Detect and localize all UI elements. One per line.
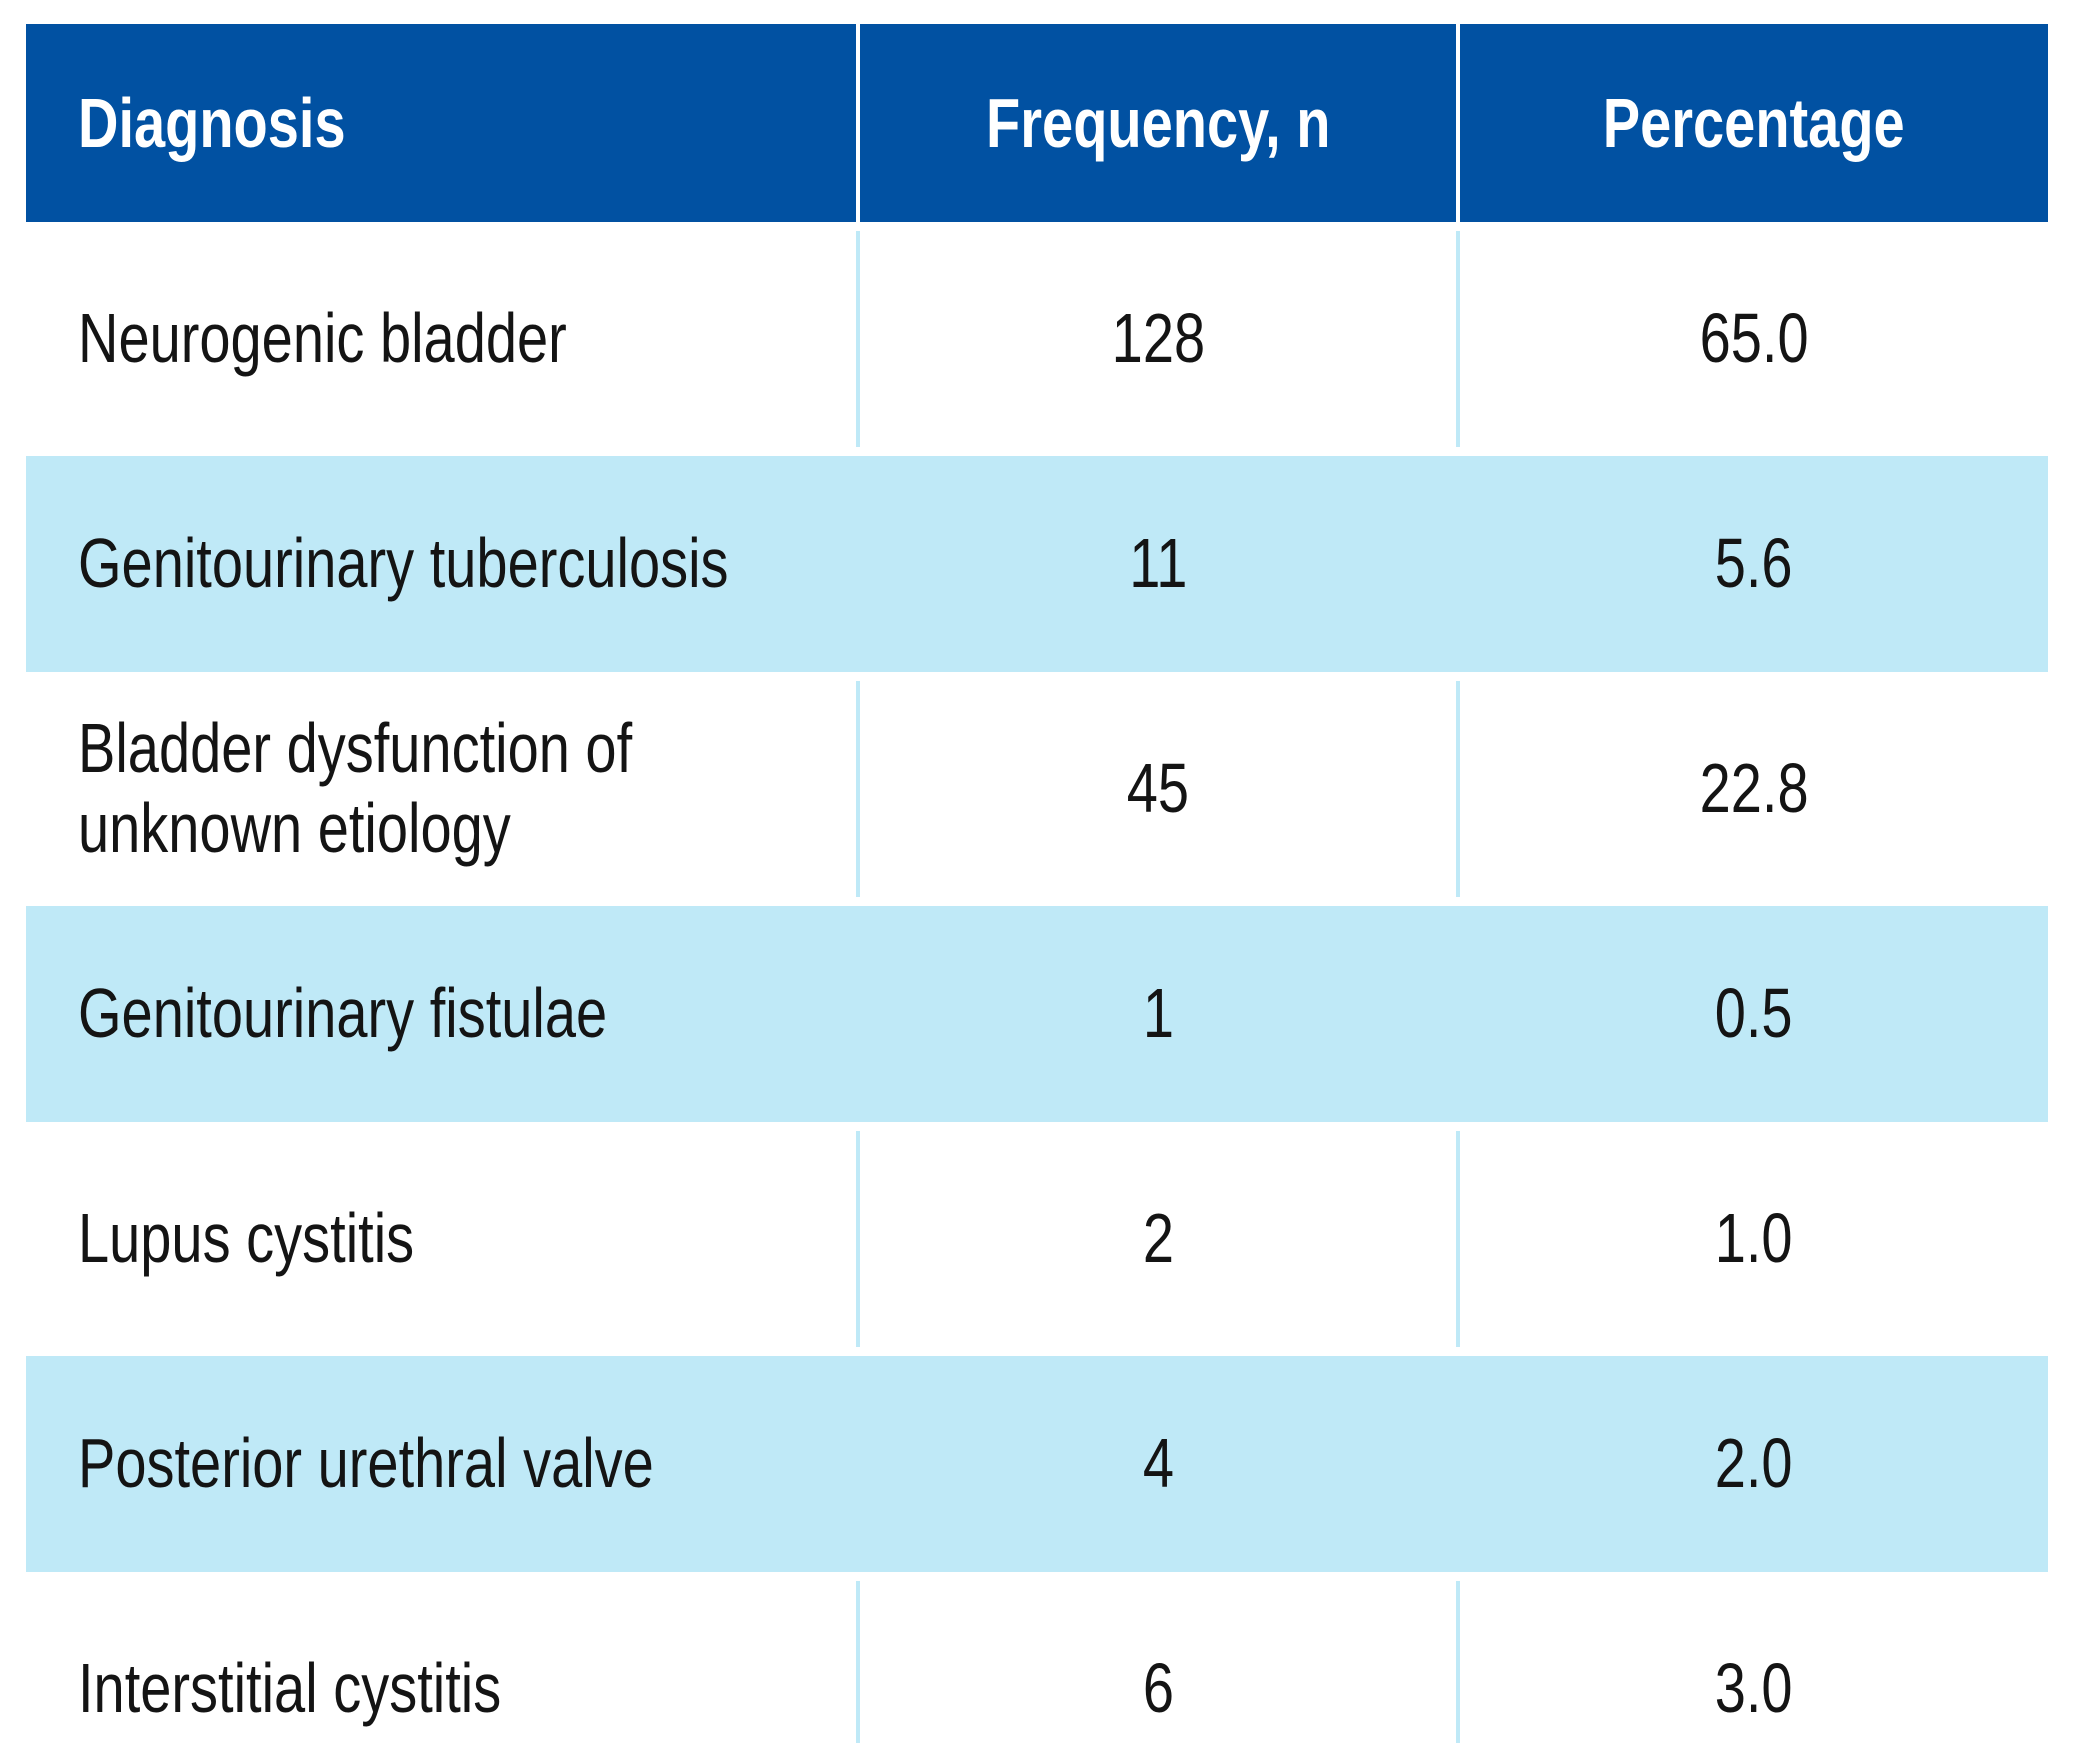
percentage-cell-text: 3.0	[1715, 1649, 1793, 1728]
column-header-percentage: Percentage	[1456, 24, 2048, 222]
diagnosis-cell: Posterior urethral valve	[26, 1356, 856, 1572]
diagnosis-cell: Neurogenic bladder	[26, 231, 856, 447]
diagnosis-cell-text: Bladder dysfunction of unknown etiology	[78, 709, 633, 867]
percentage-cell-text: 5.6	[1715, 524, 1793, 603]
frequency-cell-text: 4	[1142, 1424, 1174, 1503]
percentage-cell-text: 2.0	[1715, 1424, 1793, 1503]
table-body: Neurogenic bladder 128 65.0 Genitourinary t…	[26, 231, 2048, 1743]
percentage-cell-text: 1.0	[1715, 1199, 1793, 1278]
table-row: Bladder dysfunction of unknown etiology 4…	[26, 681, 2048, 897]
percentage-cell: 2.0	[1456, 1356, 2048, 1572]
percentage-cell: 22.8	[1456, 681, 2048, 897]
frequency-cell-text: 2	[1142, 1199, 1174, 1278]
percentage-cell: 65.0	[1456, 231, 2048, 447]
frequency-cell: 4	[856, 1356, 1456, 1572]
frequency-cell: 6	[856, 1581, 1456, 1743]
table-row: Lupus cystitis 2 1.0	[26, 1131, 2048, 1347]
diagnosis-cell: Lupus cystitis	[26, 1131, 856, 1347]
diagnosis-cell: Genitourinary tuberculosis	[26, 456, 856, 672]
diagnosis-cell: Genitourinary fistulae	[26, 906, 856, 1122]
frequency-cell: 128	[856, 231, 1456, 447]
column-header-percentage-label: Percentage	[1603, 84, 1905, 162]
table-row: Genitourinary tuberculosis 11 5.6	[26, 456, 2048, 672]
percentage-cell-text: 22.8	[1699, 749, 1809, 828]
percentage-cell: 0.5	[1456, 906, 2048, 1122]
header-row: Diagnosis Frequency, n Percentage	[26, 24, 2048, 222]
table-row: Posterior urethral valve 4 2.0	[26, 1356, 2048, 1572]
column-header-frequency: Frequency, n	[856, 24, 1456, 222]
table-row: Interstitial cystitis 6 3.0	[26, 1581, 2048, 1743]
diagnosis-cell: Interstitial cystitis	[26, 1581, 856, 1743]
diagnosis-frequency-table: Diagnosis Frequency, n Percentage Neurog…	[26, 15, 2048, 1743]
percentage-cell: 1.0	[1456, 1131, 2048, 1347]
frequency-cell: 1	[856, 906, 1456, 1122]
diagnosis-cell-text: Interstitial cystitis	[78, 1649, 502, 1728]
frequency-cell-text: 6	[1142, 1649, 1174, 1728]
frequency-cell-text: 11	[1128, 524, 1188, 603]
frequency-cell: 45	[856, 681, 1456, 897]
diagnosis-cell-text: Lupus cystitis	[78, 1199, 415, 1278]
table-row: Neurogenic bladder 128 65.0	[26, 231, 2048, 447]
column-header-diagnosis-label: Diagnosis	[78, 84, 346, 162]
diagnosis-cell-text: Genitourinary fistulae	[78, 974, 608, 1053]
table-wrapper: Diagnosis Frequency, n Percentage Neurog…	[26, 15, 2048, 1743]
table-header: Diagnosis Frequency, n Percentage	[26, 24, 2048, 222]
percentage-cell-text: 0.5	[1715, 974, 1793, 1053]
frequency-cell-text: 128	[1111, 299, 1205, 378]
diagnosis-cell: Bladder dysfunction of unknown etiology	[26, 681, 856, 897]
frequency-cell-text: 1	[1142, 974, 1174, 1053]
diagnosis-cell-text: Posterior urethral valve	[78, 1424, 654, 1503]
diagnosis-cell-text: Genitourinary tuberculosis	[78, 524, 729, 603]
frequency-cell: 2	[856, 1131, 1456, 1347]
frequency-cell: 11	[856, 456, 1456, 672]
percentage-cell: 3.0	[1456, 1581, 2048, 1743]
column-header-frequency-label: Frequency, n	[985, 84, 1331, 162]
table-row: Genitourinary fistulae 1 0.5	[26, 906, 2048, 1122]
diagnosis-cell-text: Neurogenic bladder	[78, 299, 567, 378]
percentage-cell: 5.6	[1456, 456, 2048, 672]
column-header-diagnosis: Diagnosis	[26, 24, 856, 222]
frequency-cell-text: 45	[1126, 749, 1190, 828]
percentage-cell-text: 65.0	[1699, 299, 1809, 378]
